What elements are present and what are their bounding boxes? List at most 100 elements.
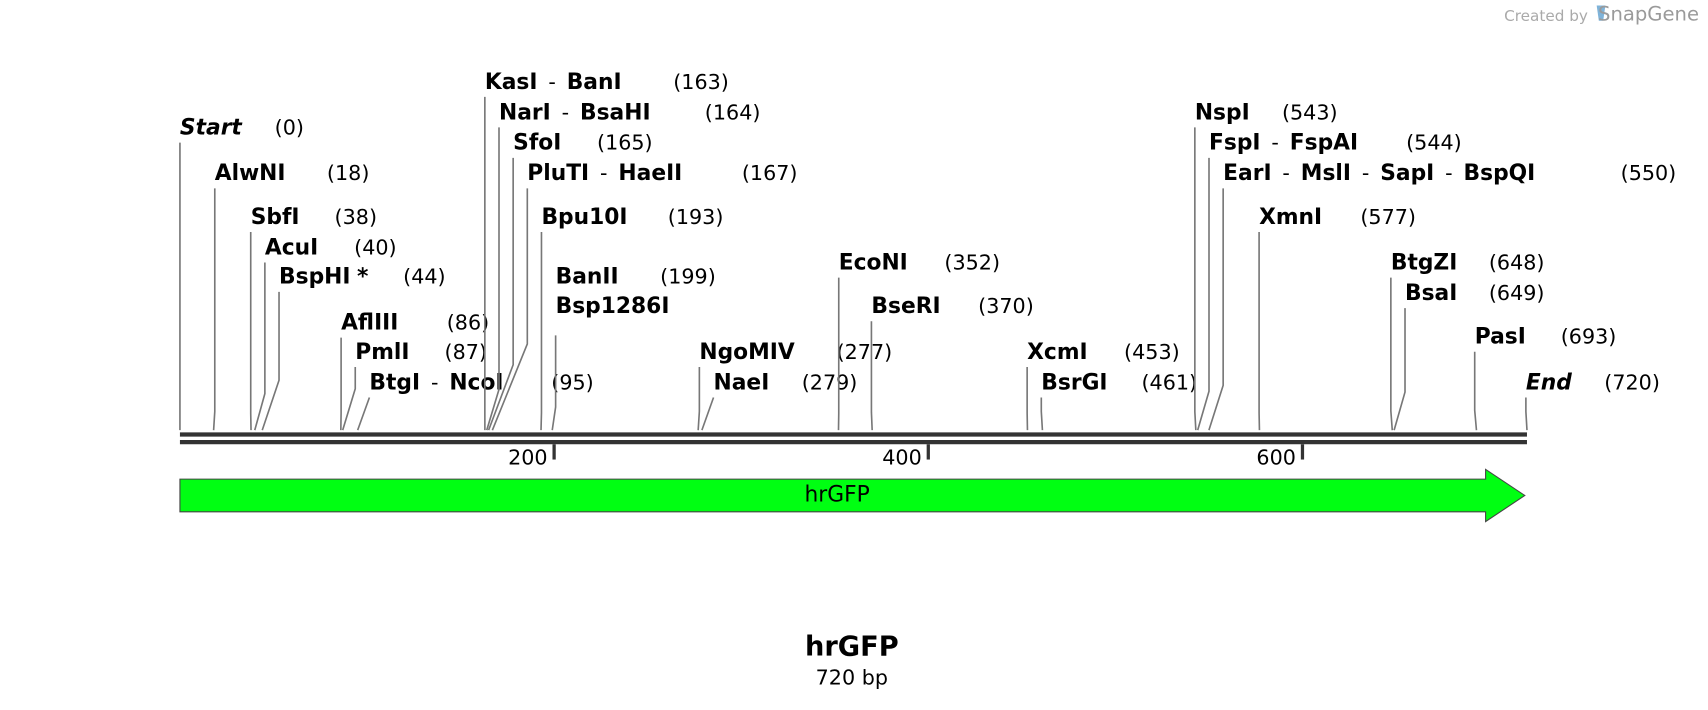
enzyme-label: Bpu10I bbox=[541, 205, 627, 230]
position-label: (648) bbox=[1489, 251, 1545, 275]
cut-line bbox=[1208, 188, 1224, 431]
enzyme-name: SbfI bbox=[251, 205, 300, 230]
position-label: (38) bbox=[335, 205, 377, 229]
credit: Created by bbox=[1504, 7, 1588, 25]
enzyme-name: HaeII bbox=[618, 161, 682, 186]
position-label: (649) bbox=[1489, 281, 1545, 305]
enzyme-label: EcoNI bbox=[839, 251, 908, 276]
position-label: (550) bbox=[1621, 161, 1677, 185]
enzyme-label: FspI - FspAI bbox=[1209, 131, 1358, 156]
enzyme-name: Bpu10I bbox=[541, 205, 627, 230]
position-label: (193) bbox=[668, 205, 724, 229]
enzyme-name: PmlI bbox=[355, 340, 409, 365]
enzyme-name: BsaHI bbox=[580, 100, 651, 125]
position-label: (44) bbox=[403, 265, 445, 289]
enzyme-name: EarI bbox=[1223, 161, 1271, 186]
enzyme-name: SapI bbox=[1380, 161, 1434, 186]
position-label: (461) bbox=[1141, 370, 1197, 394]
enzyme-label: BtgI - NcoI bbox=[369, 370, 503, 395]
enzyme-label: AflIII bbox=[341, 310, 398, 335]
separator: - bbox=[1271, 131, 1278, 155]
enzyme-name: BanI bbox=[567, 70, 622, 95]
separator: - bbox=[431, 370, 438, 394]
cut-line bbox=[1473, 351, 1478, 431]
enzyme-label: EarI - MslI - SapI - BspQI bbox=[1223, 161, 1535, 186]
enzyme-label: BspHI * bbox=[279, 265, 368, 290]
enzyme-name: PluTI bbox=[527, 161, 589, 186]
tick-label: 600 bbox=[1256, 445, 1295, 469]
cut-line bbox=[487, 157, 514, 431]
position-label: (277) bbox=[837, 340, 893, 364]
enzyme-label: AcuI bbox=[265, 235, 318, 260]
enzyme-label: NaeI bbox=[714, 370, 770, 395]
enzyme-label: End bbox=[1526, 370, 1572, 395]
enzyme-name: EcoNI bbox=[839, 251, 908, 276]
cut-line bbox=[212, 188, 216, 431]
enzyme-name: BsaI bbox=[1405, 281, 1457, 306]
cut-line bbox=[701, 397, 715, 431]
enzyme-name: NaeI bbox=[714, 370, 770, 395]
enzyme-name: BspQI bbox=[1464, 161, 1536, 186]
enzyme-label: PmlI bbox=[355, 340, 409, 365]
position-label: (352) bbox=[944, 251, 1000, 275]
map-length: 720 bp bbox=[816, 665, 888, 689]
note: * bbox=[357, 265, 368, 290]
cut-line bbox=[341, 366, 357, 431]
position-label: (87) bbox=[445, 340, 487, 364]
position-label: (40) bbox=[354, 235, 396, 259]
enzyme-label: BseRI bbox=[871, 294, 940, 319]
enzyme-label: XmnI bbox=[1259, 205, 1322, 230]
enzyme-label: PasI bbox=[1475, 325, 1526, 350]
enzyme-label: BsaI bbox=[1405, 281, 1457, 306]
separator: - bbox=[562, 100, 569, 124]
enzyme-label: SbfI bbox=[251, 205, 300, 230]
cut-line bbox=[1525, 397, 1528, 431]
position-label: (86) bbox=[447, 310, 489, 334]
cut-line bbox=[1196, 157, 1210, 431]
enzyme-label: XcmI bbox=[1027, 340, 1087, 365]
cut-line bbox=[356, 397, 371, 431]
enzyme-name: BspHI bbox=[279, 265, 350, 290]
enzyme-name: BtgZI bbox=[1391, 251, 1457, 276]
enzyme-name: MslI bbox=[1301, 161, 1351, 186]
tick-label: 200 bbox=[508, 445, 547, 469]
cut-line bbox=[261, 291, 280, 431]
brand: SnapGene bbox=[1598, 3, 1699, 26]
position-label: (167) bbox=[742, 161, 798, 185]
position-label: (577) bbox=[1360, 205, 1416, 229]
separator: - bbox=[1362, 161, 1369, 185]
cut-line bbox=[1194, 127, 1197, 431]
separator: - bbox=[600, 161, 607, 185]
enzyme-name: FspI bbox=[1209, 131, 1261, 156]
position-label: (165) bbox=[597, 131, 653, 155]
enzyme-name: Bsp1286I bbox=[556, 294, 670, 319]
enzyme-name: PasI bbox=[1475, 325, 1526, 350]
separator: - bbox=[1445, 161, 1452, 185]
enzyme-name: AflIII bbox=[341, 310, 398, 335]
position-label: (0) bbox=[275, 115, 304, 139]
enzyme-label: BsrGI bbox=[1041, 370, 1107, 395]
enzyme-name: BsrGI bbox=[1041, 370, 1107, 395]
position-label: (543) bbox=[1282, 100, 1338, 124]
position-label: (199) bbox=[660, 265, 716, 289]
position-label: (279) bbox=[802, 370, 858, 394]
enzyme-name: NarI bbox=[499, 100, 551, 125]
enzyme-label: Start bbox=[180, 115, 244, 140]
enzyme-name: NgoMIV bbox=[699, 340, 795, 365]
enzyme-name: XmnI bbox=[1259, 205, 1322, 230]
map-name: hrGFP bbox=[805, 631, 899, 662]
position-label: (544) bbox=[1406, 131, 1462, 155]
cut-line bbox=[1040, 397, 1044, 431]
cut-line bbox=[697, 366, 701, 431]
enzyme-label: NarI - BsaHI bbox=[499, 100, 651, 125]
enzyme-name: NspI bbox=[1195, 100, 1250, 125]
enzyme-label: NspI bbox=[1195, 100, 1250, 125]
enzyme-name: Start bbox=[180, 115, 244, 140]
logo bbox=[1596, 5, 1606, 21]
separator: - bbox=[548, 70, 555, 94]
enzyme-name: KasI bbox=[485, 70, 538, 95]
position-label: (95) bbox=[551, 370, 593, 394]
cut-line bbox=[1390, 277, 1394, 431]
